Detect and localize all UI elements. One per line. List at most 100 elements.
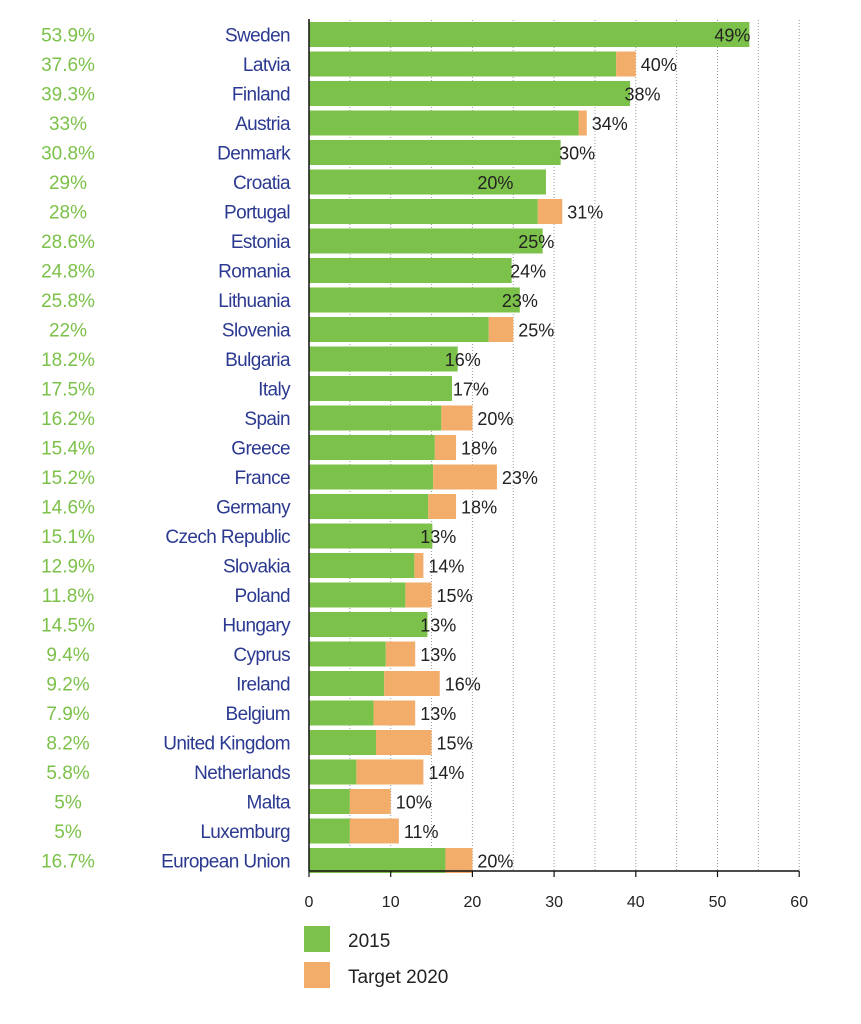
x-tick-label: 50 (709, 894, 727, 911)
country-label: Spain (244, 409, 290, 430)
share-label: 11.8% (42, 586, 95, 607)
country-label: European Union (161, 852, 290, 873)
bar-2015 (309, 317, 489, 342)
share-label: 14.6% (41, 498, 95, 519)
share-label: 5.8% (46, 763, 89, 784)
legend-label-target-2020: Target 2020 (348, 967, 448, 988)
bar-2015 (309, 818, 350, 844)
country-label: Poland (234, 586, 290, 607)
country-label: Hungary (222, 616, 291, 637)
bar-target-2020 (428, 494, 457, 519)
bar-2015 (309, 287, 520, 313)
legend: 2015 Target 2020 (304, 926, 448, 988)
share-label: 37.6% (41, 55, 95, 76)
country-label: Croatia (233, 173, 291, 194)
country-label: Ireland (236, 675, 290, 696)
country-label: Portugal (224, 203, 290, 224)
share-label: 33% (49, 114, 87, 135)
country-label: United Kingdom (163, 734, 290, 755)
share-label: 18.2% (41, 350, 95, 371)
bar-2015 (309, 700, 374, 726)
share-label: 8.2% (46, 734, 89, 755)
target-label: 14% (428, 763, 464, 783)
target-label: 13% (420, 645, 456, 665)
share-label: 25.8% (41, 291, 95, 312)
bar-target-2020 (441, 405, 473, 431)
bar-target-2020 (537, 199, 563, 224)
target-label: 13% (420, 527, 456, 547)
country-label: Slovakia (223, 557, 291, 578)
target-label: 17% (453, 380, 489, 400)
target-label: 31% (567, 203, 603, 223)
bar-2015 (309, 759, 357, 785)
bar-2015 (309, 199, 538, 224)
legend-swatch-target-2020 (304, 962, 330, 988)
bar-2015 (309, 582, 406, 608)
x-tick-label: 40 (627, 894, 645, 911)
bar-2015 (309, 789, 350, 814)
target-label: 20% (477, 852, 513, 872)
bar-target-2020 (373, 700, 416, 726)
share-label: 22% (49, 321, 87, 342)
bar-2015 (309, 169, 546, 195)
bar-target-2020 (356, 759, 424, 785)
bar-target-2020 (433, 464, 497, 490)
x-tick-label: 0 (305, 894, 314, 911)
share-label: 16.2% (41, 409, 95, 430)
country-label: Latvia (243, 55, 291, 76)
target-label: 16% (445, 675, 481, 695)
share-label: 5% (54, 793, 82, 814)
share-label: 15.2% (41, 468, 95, 489)
country-label: Malta (247, 793, 291, 814)
legend-swatch-2015 (304, 926, 330, 952)
bar-2015 (309, 848, 446, 873)
bar-2015 (309, 258, 512, 283)
axes: 0 10 20 30 40 50 60 (305, 19, 808, 911)
country-label: Belgium (226, 704, 290, 725)
bar-target-2020 (445, 848, 473, 873)
target-label: 11% (404, 822, 439, 842)
share-label: 24.8% (41, 262, 95, 283)
x-tick-label: 20 (464, 894, 482, 911)
bar-2015 (309, 435, 435, 460)
bar-target-2020 (375, 730, 432, 755)
target-label: 38% (624, 85, 660, 105)
bar-target-2020 (349, 818, 399, 844)
bar-2015 (309, 730, 376, 755)
share-label: 5% (54, 822, 82, 843)
country-label: Lithuania (218, 291, 291, 312)
bar-target-2020 (578, 110, 587, 136)
target-label: 18% (461, 439, 497, 459)
target-label: 10% (396, 793, 432, 813)
share-label: 28.6% (41, 232, 95, 253)
country-label: Cyprus (233, 645, 290, 666)
target-label: 23% (502, 468, 538, 488)
country-label: Luxemburg (200, 822, 290, 843)
country-label: Czech Republic (165, 527, 290, 548)
country-label: Bulgaria (225, 350, 291, 371)
labels: 53.9% Sweden 49% 37.6% Latvia 40% 39.3% Finland… (41, 26, 750, 873)
target-label: 40% (641, 55, 677, 75)
country-label: Greece (231, 439, 290, 460)
country-label: Denmark (217, 144, 291, 165)
bar-2015 (309, 376, 452, 401)
share-label: 15.1% (41, 527, 95, 548)
bar-2015 (309, 110, 579, 136)
country-label: Italy (258, 380, 291, 401)
target-label: 25% (518, 321, 554, 341)
bar-2015 (309, 553, 415, 578)
target-label: 20% (477, 173, 513, 193)
country-label: Finland (232, 85, 290, 106)
target-label: 49% (714, 26, 750, 46)
bar-2015 (309, 494, 429, 519)
target-label: 18% (461, 498, 497, 518)
target-label: 25% (518, 232, 554, 252)
bar-2015 (309, 464, 434, 490)
share-label: 39.3% (41, 85, 95, 106)
share-label: 12.9% (41, 557, 95, 578)
bar-2015 (309, 523, 433, 549)
country-label: Austria (235, 114, 291, 135)
bar-target-2020 (385, 641, 416, 667)
country-label: Sweden (225, 26, 290, 47)
bar-2015 (309, 51, 617, 77)
